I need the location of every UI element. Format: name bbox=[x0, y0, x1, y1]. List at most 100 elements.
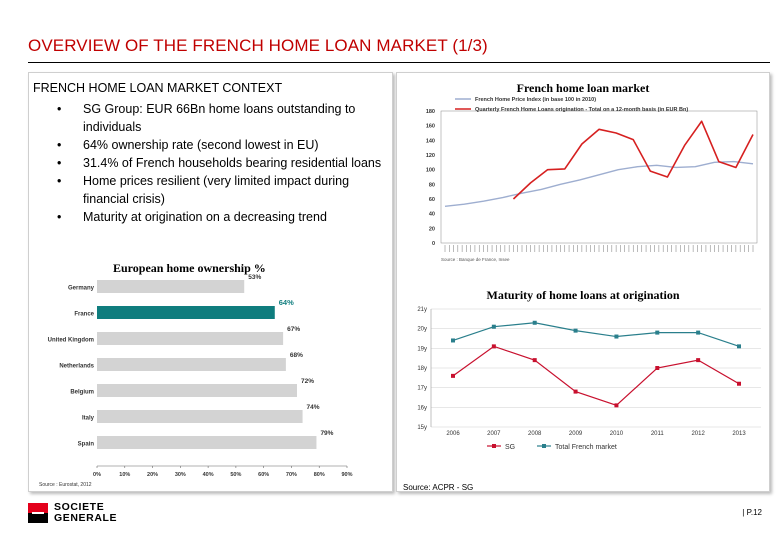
data-point bbox=[532, 320, 537, 325]
data-label: 53% bbox=[248, 274, 261, 281]
list-item: • 64% ownership rate (second lowest in EU… bbox=[49, 136, 389, 154]
data-point bbox=[451, 373, 455, 378]
tick-label: 40% bbox=[203, 472, 214, 478]
title-rule bbox=[28, 62, 770, 63]
logo-line-1: SOCIETE bbox=[54, 501, 105, 513]
category-label: France bbox=[74, 312, 94, 318]
list-item: • Home prices resilient (very limited imp… bbox=[49, 172, 389, 208]
tick-label: 20% bbox=[147, 472, 158, 478]
tick-label: 160 bbox=[426, 124, 435, 130]
ownership-chart-title: European home ownership % bbox=[113, 261, 266, 275]
tick-label: 2006 bbox=[446, 431, 460, 437]
legend-marker bbox=[492, 444, 496, 448]
data-label: 79% bbox=[320, 430, 333, 437]
bullet-text: Home prices resilient (very limited impa… bbox=[83, 174, 350, 206]
bullet-text: 64% ownership rate (second lowest in EU) bbox=[83, 138, 319, 152]
data-point bbox=[655, 366, 660, 370]
bullet-text: Maturity at origination on a decreasing … bbox=[83, 210, 327, 224]
right-panel: French home loan market 0 20 40 60 80 100 120 1… bbox=[396, 72, 770, 492]
data-point bbox=[491, 344, 496, 349]
tick-label: 70% bbox=[286, 472, 297, 478]
plot-area bbox=[440, 110, 758, 244]
category-label: Spain bbox=[78, 442, 95, 448]
tick-label: 80% bbox=[314, 472, 325, 478]
category-label: Belgium bbox=[70, 390, 94, 396]
bullet-dot: • bbox=[57, 102, 62, 116]
data-point bbox=[532, 358, 537, 363]
loan-market-line-chart: 0 20 40 60 80 100 120 140 160 180 French Home Pric… bbox=[426, 97, 758, 262]
tick-label: 2011 bbox=[651, 431, 665, 437]
list-item: • Maturity at origination on a decreasing… bbox=[49, 208, 389, 226]
tick-label: 17y bbox=[417, 386, 427, 392]
tick-label: 40 bbox=[429, 212, 435, 218]
legend-label: Total French market bbox=[555, 444, 617, 451]
tick-label: 90% bbox=[341, 472, 352, 478]
data-label: 74% bbox=[307, 404, 320, 411]
data-point bbox=[696, 358, 701, 363]
tick-label: 180 bbox=[426, 109, 435, 115]
data-point bbox=[614, 334, 619, 339]
legend-label: Quarterly French Home Loans origination … bbox=[475, 107, 688, 113]
data-label: 72% bbox=[301, 378, 314, 385]
tick-label: 80 bbox=[429, 182, 435, 188]
data-point bbox=[573, 389, 578, 394]
category-label: Germany bbox=[68, 286, 95, 292]
chart-source: Source : Banque de France, Insee bbox=[441, 257, 510, 262]
list-item: • 31.4% of French households bearing resi… bbox=[49, 154, 389, 172]
tick-label: 2013 bbox=[732, 431, 746, 437]
tick-label: 20 bbox=[429, 226, 435, 232]
logo-wordmark: SOCIETE GENERALE bbox=[54, 502, 117, 524]
tick-label: 21y bbox=[417, 307, 427, 313]
logo-line-2: GENERALE bbox=[54, 512, 118, 524]
tick-label: 0 bbox=[432, 241, 435, 247]
data-point bbox=[491, 324, 496, 329]
tick-label: 2010 bbox=[610, 431, 624, 437]
bar bbox=[97, 358, 286, 371]
tick-label: 2009 bbox=[569, 431, 583, 437]
legend-label: SG bbox=[505, 444, 515, 451]
data-point bbox=[573, 328, 578, 333]
loan-market-chart-title: French home loan market bbox=[516, 81, 650, 95]
bullet-text: 31.4% of French households bearing resid… bbox=[83, 156, 382, 170]
bullet-dot: • bbox=[57, 210, 62, 224]
bar bbox=[97, 280, 245, 293]
tick-label: 20y bbox=[417, 327, 427, 333]
page-title: OVERVIEW OF THE FRENCH HOME LOAN MARKET … bbox=[28, 36, 488, 55]
data-point bbox=[614, 403, 619, 408]
tick-label: 2012 bbox=[691, 431, 705, 437]
tick-label: 120 bbox=[426, 153, 435, 159]
category-label: Netherlands bbox=[59, 364, 94, 370]
tick-label: 0% bbox=[93, 472, 101, 478]
bar bbox=[97, 384, 297, 397]
series-line bbox=[512, 120, 754, 200]
series-line bbox=[452, 322, 740, 347]
logo-mark bbox=[28, 503, 48, 523]
tick-label: 140 bbox=[426, 138, 435, 144]
bar bbox=[97, 306, 275, 319]
context-heading: FRENCH HOME LOAN MARKET CONTEXT bbox=[33, 81, 283, 95]
tick-label: 16y bbox=[417, 405, 427, 411]
series-line bbox=[452, 345, 740, 407]
bullet-dot: • bbox=[57, 156, 62, 170]
context-bullets: • SG Group: EUR 66Bn home loans outstandi… bbox=[49, 100, 389, 226]
data-point bbox=[696, 330, 701, 335]
bar bbox=[97, 332, 284, 345]
tick-label: 10% bbox=[119, 472, 130, 478]
data-label: 68% bbox=[290, 352, 303, 359]
legend-marker bbox=[542, 444, 546, 448]
left-panel: FRENCH HOME LOAN MARKET CONTEXT • SG Grou… bbox=[28, 72, 393, 492]
source-note: Source: ACPR - SG bbox=[403, 483, 474, 492]
tick-label: 2007 bbox=[487, 431, 501, 437]
tick-label: 30% bbox=[175, 472, 186, 478]
bullet-dot: • bbox=[57, 174, 62, 188]
tick-label: 2008 bbox=[528, 431, 542, 437]
data-label: 64% bbox=[279, 298, 294, 307]
data-point bbox=[737, 344, 741, 349]
data-point bbox=[655, 330, 660, 335]
ownership-bar-chart: Germany 53% France 64% United Kingdom 67% Neth… bbox=[39, 274, 353, 488]
data-label: 67% bbox=[287, 326, 300, 333]
tick-label: 60% bbox=[258, 472, 269, 478]
maturity-line-chart: 15y 16y 17y 18y 19y 20y 21y 2006 2007 2008 2009 201… bbox=[417, 307, 761, 451]
bar bbox=[97, 436, 317, 449]
list-item: • SG Group: EUR 66Bn home loans outstandi… bbox=[49, 100, 389, 136]
